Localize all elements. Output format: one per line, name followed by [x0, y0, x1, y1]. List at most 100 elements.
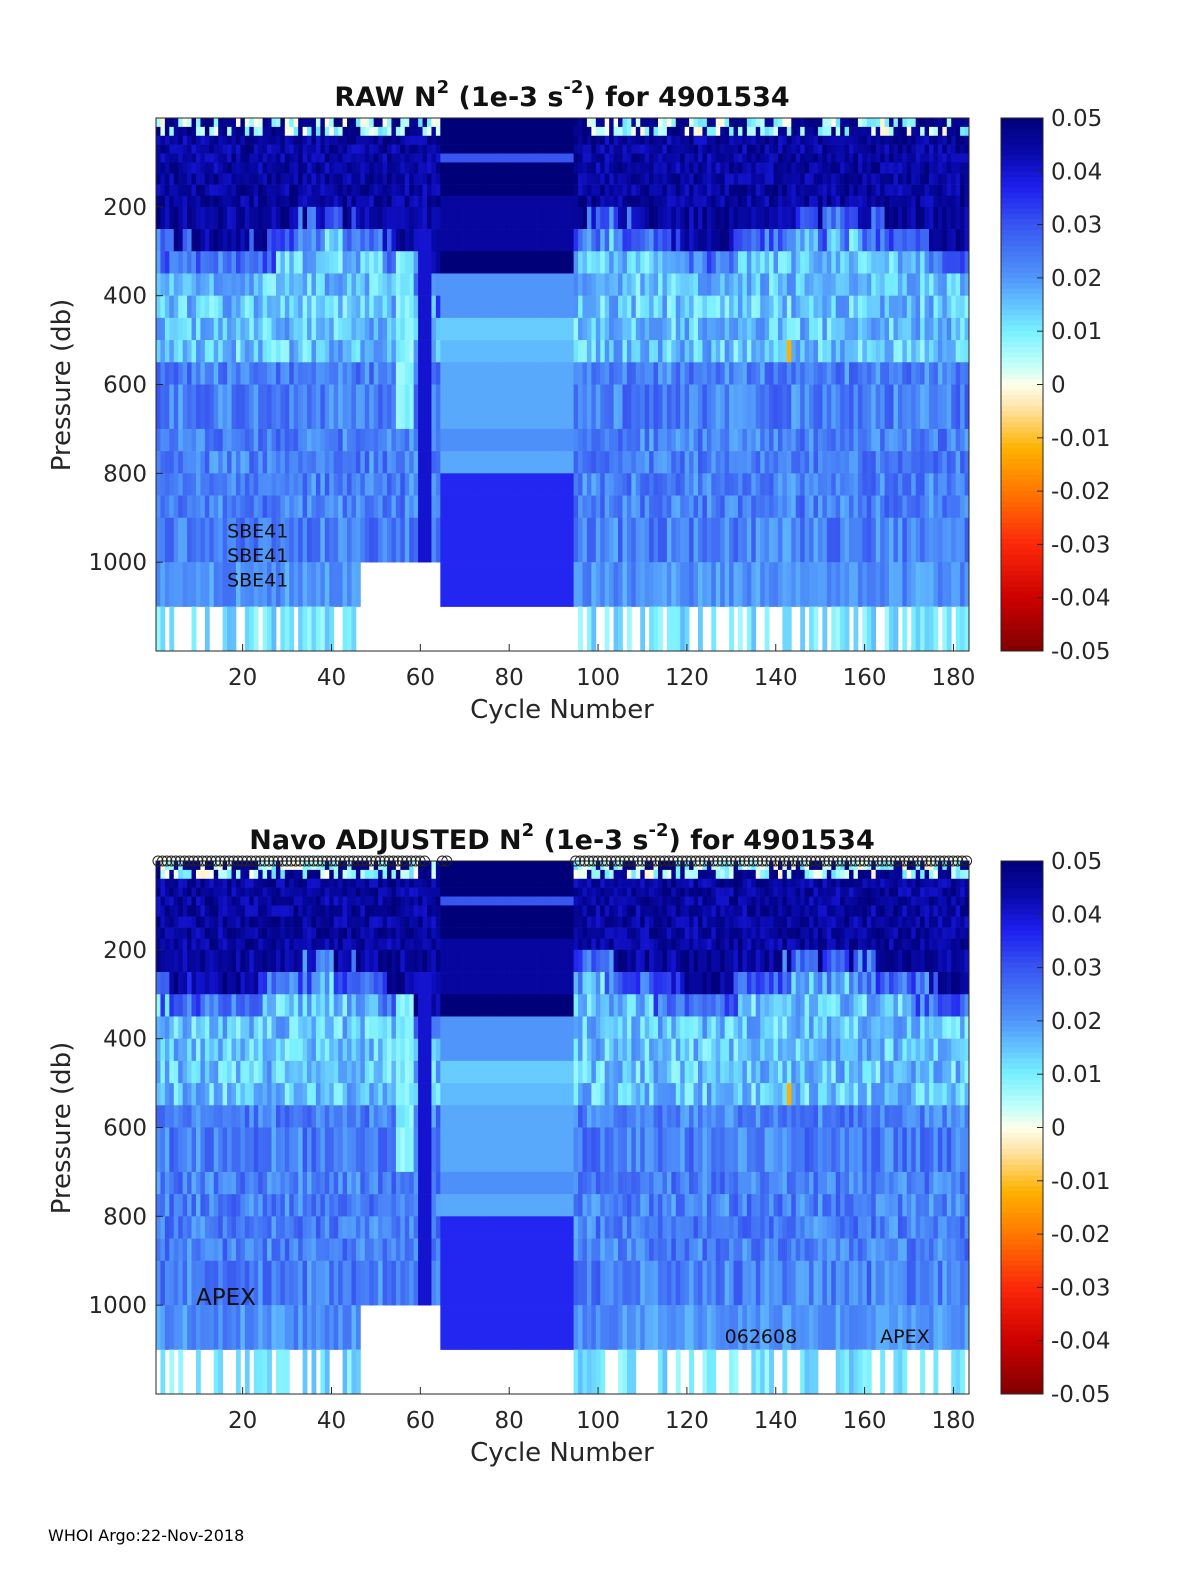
heatmap-cell: [507, 562, 512, 607]
heatmap-cell: [560, 162, 565, 173]
heatmap-cell: [320, 385, 325, 430]
heatmap-cell: [938, 145, 943, 154]
heatmap-cell: [160, 385, 165, 430]
heatmap-cell: [565, 340, 570, 363]
heatmap-cell: [196, 429, 201, 452]
heatmap-cell: [267, 251, 272, 274]
heatmap-cell: [680, 607, 685, 652]
heatmap-cell: [814, 318, 819, 341]
heatmap-cell: [534, 154, 539, 163]
heatmap-cell: [933, 185, 938, 196]
heatmap-cell: [689, 496, 694, 519]
heatmap-cell: [400, 118, 405, 127]
heatmap-cell: [662, 118, 667, 127]
heatmap-cell: [183, 1016, 188, 1039]
heatmap-cell: [796, 385, 801, 430]
heatmap-cell: [787, 562, 792, 607]
heatmap-cell: [600, 562, 605, 607]
heatmap-cell: [631, 251, 636, 274]
heatmap-cell: [898, 145, 903, 154]
heatmap-cell: [209, 162, 214, 173]
heatmap-cell: [183, 296, 188, 319]
heatmap-cell: [232, 362, 237, 385]
heatmap-cell: [454, 362, 459, 385]
heatmap-cell: [871, 127, 876, 136]
heatmap-cell: [729, 429, 734, 452]
heatmap-cell: [676, 340, 681, 363]
heatmap-cell: [480, 385, 485, 430]
heatmap-cell: [516, 136, 521, 145]
heatmap-cell: [458, 296, 463, 319]
heatmap-cell: [174, 318, 179, 341]
heatmap-cell: [618, 118, 623, 127]
heatmap-cell: [582, 118, 587, 127]
heatmap-cell: [871, 473, 876, 496]
heatmap-cell: [187, 1061, 192, 1084]
heatmap-cell: [618, 273, 623, 296]
heatmap-cell: [938, 451, 943, 474]
heatmap-cell: [956, 429, 961, 452]
heatmap-cell: [662, 429, 667, 452]
heatmap-cell: [809, 518, 814, 563]
heatmap-cell: [507, 136, 512, 145]
heatmap-cell: [503, 562, 508, 607]
heatmap-cell: [169, 473, 174, 496]
heatmap-cell: [249, 207, 254, 230]
heatmap-cell: [898, 251, 903, 274]
heatmap-cell: [631, 385, 636, 430]
heatmap-cell: [631, 496, 636, 519]
heatmap-cell: [214, 1105, 219, 1128]
heatmap-cell: [543, 251, 548, 274]
heatmap-cell: [902, 162, 907, 173]
heatmap-cell: [480, 296, 485, 319]
heatmap-cell: [449, 162, 454, 173]
heatmap-cell: [489, 127, 494, 136]
heatmap-cell: [862, 273, 867, 296]
heatmap-cell: [183, 473, 188, 496]
heatmap-cell: [671, 340, 676, 363]
heatmap-cell: [165, 273, 170, 296]
heatmap-cell: [169, 562, 174, 607]
heatmap-cell: [218, 1061, 223, 1084]
heatmap-cell: [742, 196, 747, 207]
heatmap-cell: [729, 318, 734, 341]
heatmap-cell: [791, 118, 796, 127]
heatmap-cell: [867, 229, 872, 252]
heatmap-cell: [769, 562, 774, 607]
heatmap-cell: [409, 296, 414, 319]
heatmap-cell: [809, 196, 814, 207]
heatmap-cell: [849, 136, 854, 145]
heatmap-cell: [658, 174, 663, 185]
heatmap-cell: [503, 251, 508, 274]
heatmap-cell: [840, 607, 845, 652]
heatmap-cell: [458, 251, 463, 274]
heatmap-cell: [369, 429, 374, 452]
heatmap-cell: [582, 496, 587, 519]
heatmap-cell: [409, 174, 414, 185]
heatmap-cell: [338, 318, 343, 341]
heatmap-cell: [885, 229, 890, 252]
heatmap-cell: [658, 273, 663, 296]
heatmap-cell: [543, 451, 548, 474]
heatmap-cell: [818, 473, 823, 496]
heatmap-cell: [440, 154, 445, 163]
heatmap-cell: [951, 185, 956, 196]
heatmap-cell: [680, 318, 685, 341]
heatmap-cell: [853, 196, 858, 207]
heatmap-cell: [600, 118, 605, 127]
heatmap-cell: [720, 185, 725, 196]
heatmap-cell: [885, 145, 890, 154]
heatmap-cell: [725, 207, 730, 230]
heatmap-cell: [636, 362, 641, 385]
heatmap-cell: [609, 145, 614, 154]
heatmap-cell: [414, 229, 419, 252]
heatmap-cell: [871, 429, 876, 452]
heatmap-cell: [427, 340, 432, 363]
heatmap-cell: [467, 518, 472, 563]
heatmap-cell: [654, 429, 659, 452]
heatmap-cell: [529, 207, 534, 230]
heatmap-cell: [209, 429, 214, 452]
heatmap-cell: [707, 451, 712, 474]
heatmap-cell: [232, 385, 237, 430]
heatmap-cell: [907, 562, 912, 607]
